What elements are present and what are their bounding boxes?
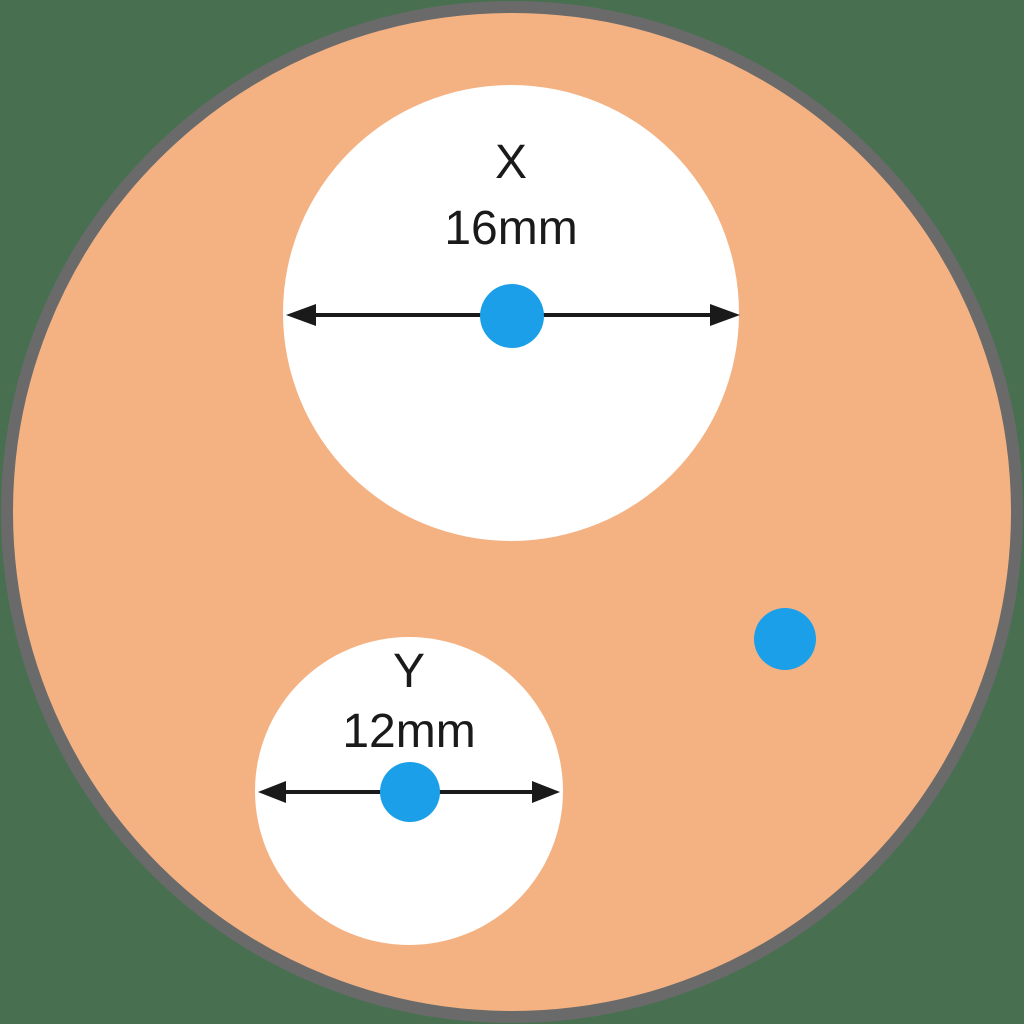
vessel-y-diameter-label: 12mm [342,705,476,758]
vessel-x-diameter-label: 16mm [444,202,578,255]
vessel-x-label: X [494,136,527,189]
vessel-x-center-dot [480,284,544,348]
standalone-dot [754,608,816,670]
vessel-y-label: Y [392,645,425,698]
vessel-y-center-dot [380,762,440,822]
